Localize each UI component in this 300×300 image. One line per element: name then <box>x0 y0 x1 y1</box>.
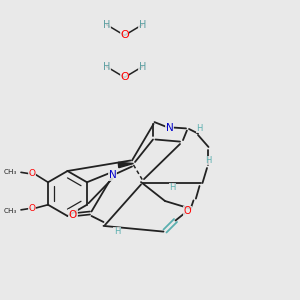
Text: O: O <box>29 169 36 178</box>
Text: N: N <box>166 123 173 134</box>
Text: O: O <box>184 206 191 217</box>
Polygon shape <box>118 162 134 168</box>
Text: CH₃: CH₃ <box>4 208 17 214</box>
Text: CH₃: CH₃ <box>4 169 17 175</box>
Text: O: O <box>120 30 129 40</box>
Text: H: H <box>196 124 203 133</box>
Text: O: O <box>29 204 36 213</box>
Text: H: H <box>114 227 120 236</box>
Text: H: H <box>103 20 110 30</box>
Text: H: H <box>103 61 110 72</box>
Text: O: O <box>69 209 77 220</box>
Text: H: H <box>205 156 212 165</box>
Text: H: H <box>139 61 146 72</box>
Text: H: H <box>169 183 176 192</box>
Text: H: H <box>139 20 146 30</box>
Text: O: O <box>120 72 129 82</box>
Text: N: N <box>109 170 116 181</box>
